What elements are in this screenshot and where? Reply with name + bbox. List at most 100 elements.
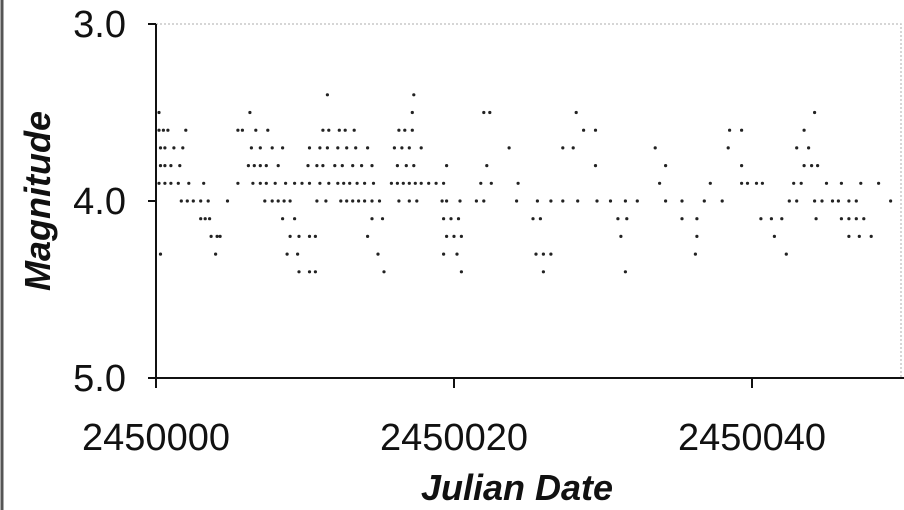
data-point xyxy=(574,110,578,115)
data-point xyxy=(759,217,763,221)
data-point xyxy=(538,217,543,221)
data-point xyxy=(363,199,367,203)
data-point xyxy=(419,181,423,185)
data-point xyxy=(769,217,774,221)
data-point xyxy=(445,199,449,203)
data-point xyxy=(370,217,374,221)
data-point xyxy=(184,128,188,132)
data-point xyxy=(209,234,213,238)
data-point xyxy=(459,234,463,238)
data-point xyxy=(740,128,744,132)
data-point xyxy=(366,234,370,238)
data-point xyxy=(158,146,163,150)
data-point xyxy=(549,199,553,203)
data-point xyxy=(680,199,684,203)
data-point xyxy=(285,252,289,256)
data-point xyxy=(397,128,401,132)
data-point xyxy=(161,128,165,132)
data-point xyxy=(820,199,824,203)
data-point xyxy=(419,146,423,150)
data-point xyxy=(284,181,288,185)
data-point xyxy=(862,217,866,221)
data-point xyxy=(459,270,463,274)
data-point xyxy=(342,181,346,185)
data-point xyxy=(343,128,347,132)
data-point xyxy=(273,181,277,185)
data-point xyxy=(619,234,623,238)
data-point xyxy=(664,199,668,203)
data-point xyxy=(371,181,376,185)
data-point xyxy=(515,199,519,203)
data-point xyxy=(157,110,161,115)
data-point xyxy=(824,181,829,185)
data-point xyxy=(571,146,575,150)
data-point xyxy=(288,234,292,238)
data-point xyxy=(745,181,750,185)
data-point xyxy=(442,252,446,256)
data-point xyxy=(802,128,806,132)
data-point xyxy=(479,181,483,185)
data-point xyxy=(859,181,863,185)
x-axis-ticks: 2450000 2450020 2450040 xyxy=(82,378,826,459)
data-point xyxy=(258,181,262,185)
data-point xyxy=(206,199,210,203)
data-point xyxy=(535,199,540,203)
data-point xyxy=(401,181,405,185)
data-point xyxy=(877,181,881,185)
data-point xyxy=(608,199,613,203)
data-point xyxy=(395,181,399,185)
data-point xyxy=(412,164,416,168)
data-point xyxy=(740,164,744,168)
data-point xyxy=(340,164,344,168)
data-point xyxy=(445,234,449,238)
data-point xyxy=(720,199,724,203)
data-point xyxy=(258,164,262,168)
data-point xyxy=(300,181,304,185)
data-point xyxy=(157,128,161,132)
data-point xyxy=(282,199,286,203)
data-point xyxy=(258,146,262,150)
data-point xyxy=(488,110,492,115)
data-point xyxy=(169,164,173,168)
data-point xyxy=(307,270,312,274)
data-point xyxy=(816,164,820,168)
data-point xyxy=(442,181,446,185)
data-point xyxy=(254,128,258,132)
data-point xyxy=(240,128,244,132)
x-tick-label: 2450020 xyxy=(380,417,528,459)
data-point xyxy=(293,181,297,185)
y-axis-ticks: 3.0 4.0 5.0 xyxy=(73,4,156,400)
data-point xyxy=(658,181,662,185)
data-point xyxy=(415,199,419,203)
data-point xyxy=(307,146,312,150)
data-point xyxy=(680,217,684,221)
data-point xyxy=(199,217,203,221)
data-point xyxy=(208,217,212,221)
data-point xyxy=(215,234,219,238)
data-point xyxy=(410,110,414,115)
data-point xyxy=(276,164,280,168)
data-point xyxy=(276,199,280,203)
data-point xyxy=(348,181,352,185)
data-point xyxy=(412,93,416,97)
data-point xyxy=(202,181,206,185)
data-point xyxy=(172,146,176,150)
data-point xyxy=(813,199,817,203)
data-point xyxy=(248,110,252,115)
data-point xyxy=(407,181,411,185)
data-point xyxy=(178,164,182,168)
data-point xyxy=(163,164,167,168)
data-point xyxy=(297,270,301,274)
data-point xyxy=(403,128,407,132)
data-point xyxy=(455,252,459,256)
data-point xyxy=(440,199,444,203)
data-point xyxy=(252,164,256,168)
data-point xyxy=(787,199,791,203)
data-point xyxy=(810,164,814,168)
data-point xyxy=(616,217,620,221)
data-point xyxy=(166,128,170,132)
data-point xyxy=(325,146,329,150)
data-point xyxy=(157,181,161,185)
